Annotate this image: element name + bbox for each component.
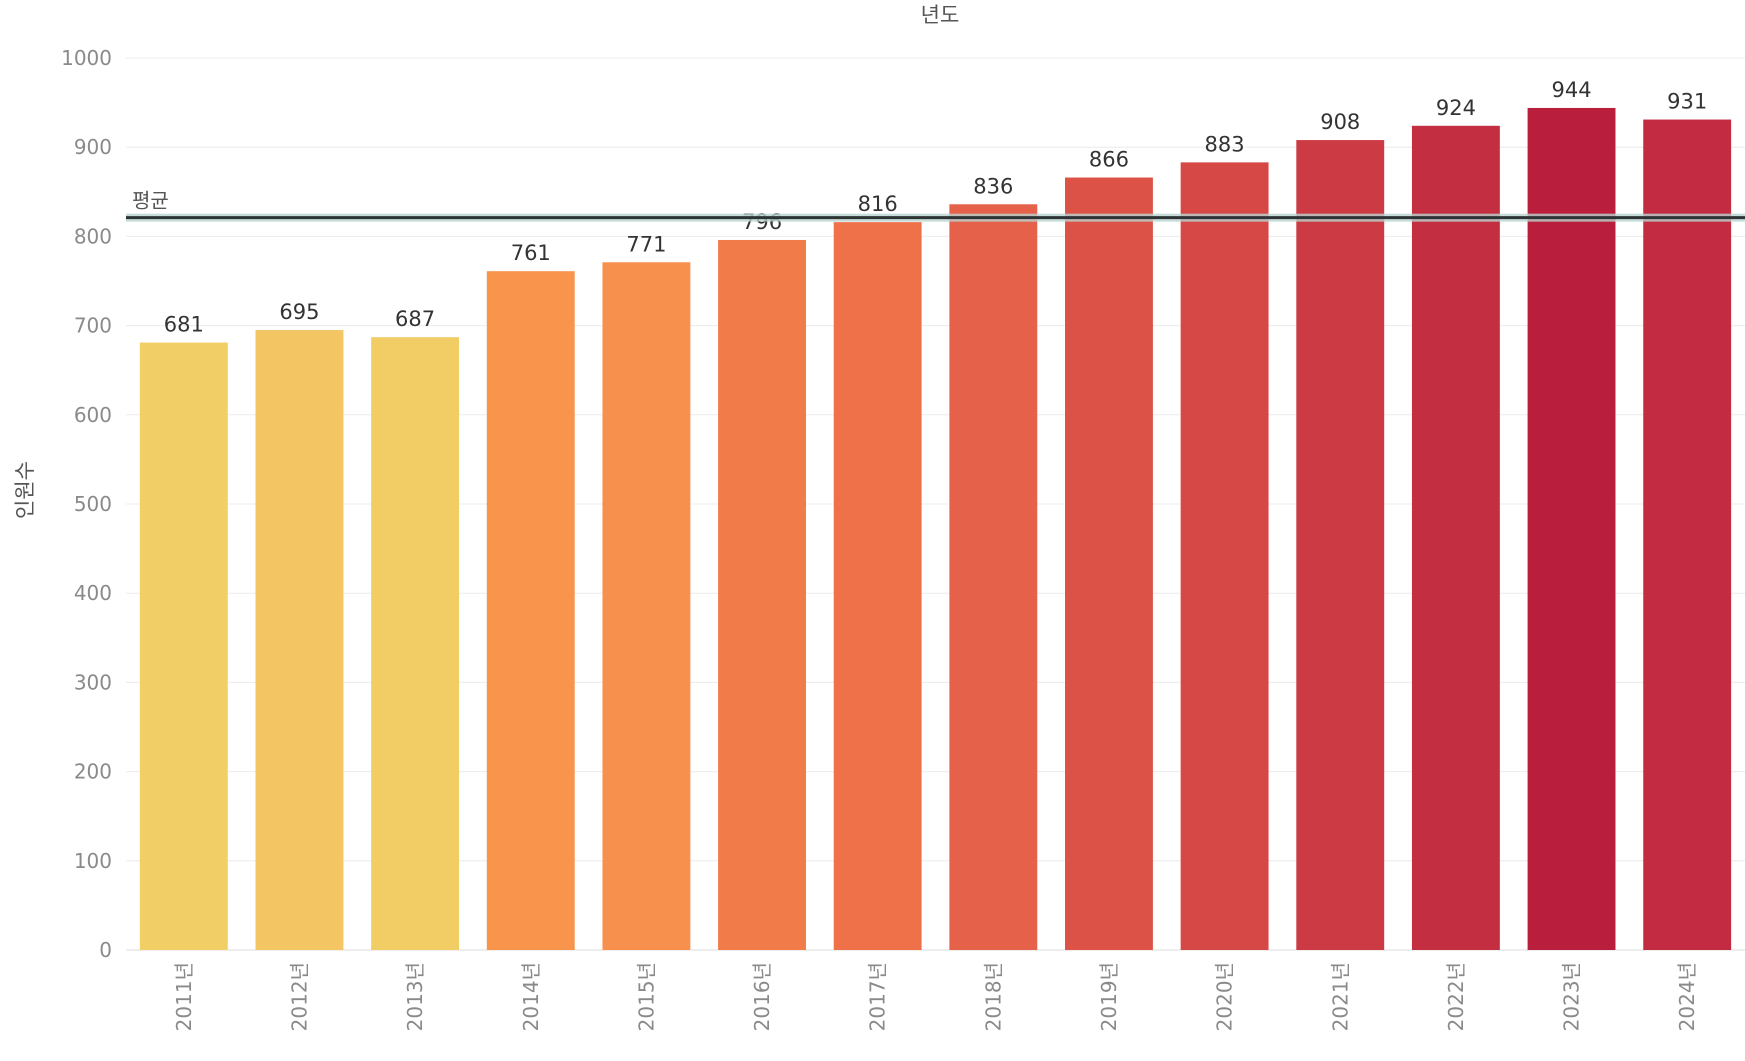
x-tick-label: 2014년 [519,962,543,1031]
x-tick-label: 2016년 [750,962,774,1031]
bar [255,330,344,950]
y-axis: 0 100 200 300 400 500 600 700 800 900 1000 [61,46,112,962]
y-tick-label: 600 [74,403,112,427]
y-tick-label: 900 [74,135,112,159]
data-label: 761 [511,241,551,265]
bar [486,271,575,950]
data-labels: 681 695 687 761 771 796 816 836 866 883 908 924 944 9… [164,78,1707,337]
x-tick-label: 2011년 [172,962,196,1031]
bar [371,337,460,950]
reference-label: 평균 [132,189,169,213]
data-label: 931 [1667,90,1707,114]
bar [1065,177,1153,950]
y-tick-label: 300 [74,670,112,694]
bar [1527,107,1616,950]
x-tick-label: 2019년 [1097,962,1121,1031]
x-tick-label: 2021년 [1328,962,1352,1031]
data-label: 796 [742,210,782,234]
x-tick-label: 2023년 [1560,962,1584,1031]
y-tick-label: 700 [74,314,112,338]
bar [718,239,806,950]
bar [602,262,691,950]
chart-title: 년도 [921,3,960,27]
y-tick-label: 500 [74,492,112,516]
x-axis: 2011년 2012년 2013년 2014년 2015년 2016년 2017년 2018년… [172,962,1699,1031]
data-label: 695 [279,300,319,324]
data-label: 681 [164,313,204,337]
data-label: 924 [1436,96,1476,120]
gridlines [126,57,1745,951]
y-axis-title: 인원수 [13,461,37,519]
bar [1411,125,1500,951]
x-tick-label: 2015년 [634,962,658,1031]
x-tick-label: 2018년 [981,962,1005,1031]
x-tick-label: 2020년 [1213,962,1237,1031]
y-tick-label: 400 [74,581,112,605]
x-tick-label: 2013년 [403,962,427,1031]
bar [139,342,228,951]
y-tick-label: 800 [74,224,112,248]
data-label: 866 [1089,148,1129,172]
data-label: 944 [1551,78,1591,102]
bar [949,204,1038,951]
y-tick-label: 0 [99,938,112,962]
y-tick-label: 1000 [61,46,112,70]
bar [1643,119,1732,951]
x-tick-label: 2012년 [287,962,311,1031]
data-label: 883 [1205,132,1245,156]
x-tick-label: 2024년 [1675,962,1699,1031]
data-label: 836 [973,174,1013,198]
data-label: 816 [858,192,898,216]
x-tick-label: 2022년 [1444,962,1468,1031]
data-label: 771 [626,232,666,256]
bar [1180,162,1269,950]
data-label: 687 [395,307,435,331]
bar [1296,140,1385,951]
y-tick-label: 100 [74,849,112,873]
bar [833,222,922,951]
bars [139,107,1732,951]
average-reference-line: 평균 [126,189,1745,222]
x-tick-label: 2017년 [866,962,890,1031]
y-tick-label: 200 [74,760,112,784]
data-label: 908 [1320,110,1360,134]
